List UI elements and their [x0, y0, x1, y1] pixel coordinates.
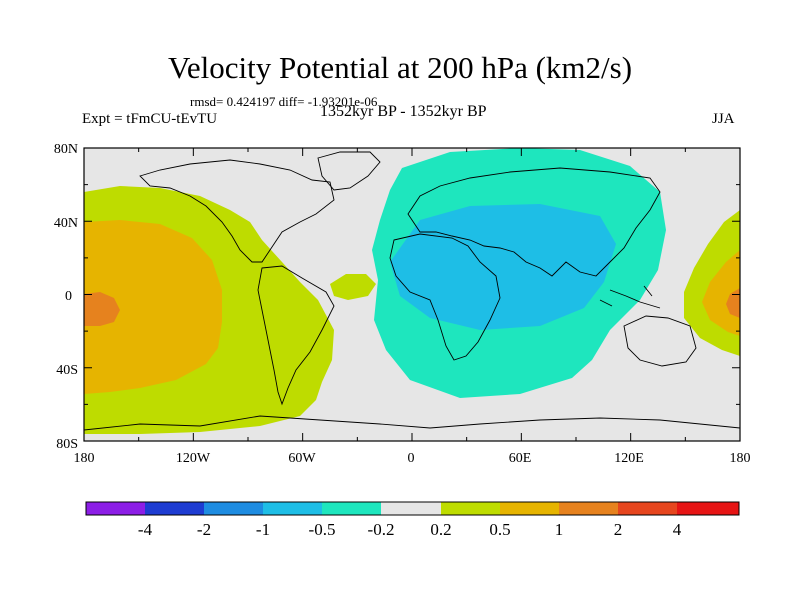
contour-orange-westpac [726, 288, 740, 318]
coast-australia [623, 315, 697, 367]
lat-label-80s: 80S [56, 437, 78, 452]
lat-label-40s: 40S [56, 363, 78, 378]
cb-swatch-0 [86, 502, 145, 515]
cb-frame [85, 501, 740, 516]
cb-label-6: 0.5 [489, 520, 510, 539]
cb-swatch-3 [263, 502, 322, 515]
lon-label-120w: 120W [176, 451, 211, 466]
contour-orange-pacific [84, 292, 120, 326]
contour-amber-westpac [702, 250, 740, 336]
coast-africa [389, 233, 501, 361]
coast-south-america [257, 265, 335, 406]
lat-label-40n: 40N [54, 216, 78, 231]
coast-maritime-islands [599, 285, 661, 309]
cb-label-0: -4 [138, 520, 153, 539]
lat-label-eq: 0 [65, 289, 72, 304]
coastlines [84, 151, 740, 431]
cb-label-8: 2 [614, 520, 623, 539]
lon-label-60e: 60E [509, 451, 532, 466]
contour-amber-pacific [84, 220, 222, 394]
lon-label-60w: 60W [288, 451, 316, 466]
cb-swatch-8 [559, 502, 618, 515]
cb-swatch-4 [322, 502, 381, 515]
cb-label-3: -0.5 [309, 520, 336, 539]
lon-label-180w: 180 [74, 451, 95, 466]
cb-label-7: 1 [555, 520, 564, 539]
coast-antarctica [84, 415, 740, 431]
cb-label-5: 0.2 [430, 520, 451, 539]
contour-lime-atlantic [330, 274, 376, 300]
cb-swatch-5 [381, 502, 441, 515]
map-title: Velocity Potential at 200 hPa (km2/s) [167, 50, 633, 85]
cb-label-1: -2 [197, 520, 211, 539]
season-label: JJA [712, 111, 735, 127]
coast-eurasia [407, 167, 661, 277]
cb-swatch-1 [145, 502, 204, 515]
lat-label-80n: 80N [54, 142, 78, 157]
cb-swatch-2 [204, 502, 263, 515]
period-label: 1352kyr BP - 1352kyr BP [320, 103, 487, 120]
lon-label-180e: 180 [730, 451, 751, 466]
cb-swatch-7 [500, 502, 559, 515]
cb-label-2: -1 [256, 520, 270, 539]
axis-ticks [83, 147, 741, 442]
rmsd-diff-stats: rmsd= 0.424197 diff= -1.93201e-06 [190, 94, 378, 109]
contour-fills [84, 148, 740, 434]
lon-label-0: 0 [408, 451, 415, 466]
cb-swatch-10 [677, 502, 739, 515]
contour-cyan-east [390, 204, 616, 330]
coast-greenland [317, 151, 381, 191]
cb-label-4: -0.2 [368, 520, 395, 539]
coast-north-america [139, 159, 335, 263]
cb-swatch-6 [441, 502, 500, 515]
experiment-label: Expt = tFmCU-tEvTU [82, 111, 218, 127]
cb-label-9: 4 [673, 520, 682, 539]
cb-swatch-9 [618, 502, 677, 515]
lon-label-120e: 120E [614, 451, 644, 466]
colorbar [85, 501, 740, 516]
